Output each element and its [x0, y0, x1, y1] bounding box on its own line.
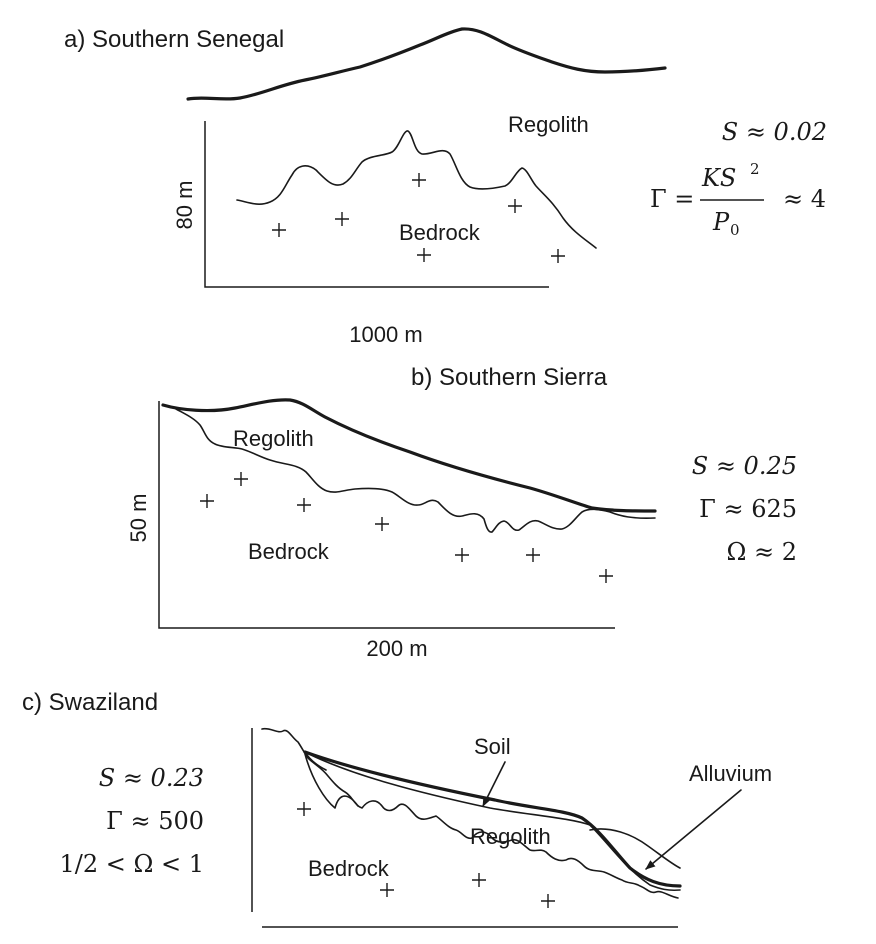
panel-a-bedrock-surface: [236, 130, 597, 249]
panel-a-gamma-denominator-subscript: 0: [730, 221, 740, 239]
panel-b-gamma: Γ ≈ 625: [699, 495, 797, 523]
panel-b-title: b) Southern Sierra: [411, 364, 608, 391]
panel-c-soil-label: Soil: [474, 734, 511, 759]
panel-c-alluvium-lens: [589, 828, 681, 869]
panel-b-bedrock-surface: [175, 408, 656, 533]
panel-a-horizontal-scale: 1000 m: [349, 322, 422, 347]
panel-b-slope: S ≈ 0.25: [692, 452, 797, 480]
panel-a-bedrock-crosses: [272, 173, 565, 263]
panel-c-slope: S ≈ 0.23: [99, 764, 204, 792]
panel-c-ground-surface: [303, 750, 682, 888]
panel-a-vertical-scale: 80 m: [172, 181, 197, 230]
panel-a-bedrock-label: Bedrock: [399, 220, 481, 245]
panel-b-ground-surface: [161, 398, 657, 513]
panel-a-gamma-numerator-exponent: 2: [750, 160, 760, 178]
panel-b-regolith-label: Regolith: [233, 426, 314, 451]
panel-c-soil-arrow: [482, 761, 506, 807]
panel-a: a) Southern Senegal Regolith Bedrock 80 …: [64, 26, 827, 347]
panel-a-gamma-lhs: Γ =: [650, 185, 694, 213]
panel-a-title: a) Southern Senegal: [64, 26, 284, 53]
panel-a-slope: S ≈ 0.02: [722, 118, 827, 146]
panel-a-gamma-equation: Γ = KS 2 P 0 ≈ 4: [650, 160, 826, 239]
panel-c-bedrock-surface: [261, 727, 679, 899]
panel-c-alluvium-label: Alluvium: [689, 761, 772, 786]
panel-c-omega: 1/2 < Ω < 1: [59, 850, 204, 878]
panel-c-soil-lower-boundary: [304, 751, 681, 892]
panel-c: c) Swaziland Soil Alluvium Regolith Bedr…: [22, 689, 772, 928]
panel-c-alluvium-arrow: [645, 789, 742, 870]
panel-a-gamma-numerator: KS: [701, 164, 736, 192]
panel-b-bedrock-crosses: [200, 472, 613, 583]
panel-b-horizontal-scale: 200 m: [366, 636, 427, 661]
panel-b: b) Southern Sierra Regolith Bedrock 50 m…: [126, 364, 797, 661]
panel-b-bedrock-label: Bedrock: [248, 539, 330, 564]
panel-a-gamma-rhs: ≈ 4: [783, 185, 826, 213]
panel-a-regolith-label: Regolith: [508, 112, 589, 137]
panel-c-gamma: Γ ≈ 500: [106, 807, 204, 835]
panel-c-bedrock-crosses: [297, 802, 555, 908]
panel-b-omega: Ω ≈ 2: [726, 538, 797, 566]
panel-b-vertical-scale: 50 m: [126, 494, 151, 543]
panel-c-title: c) Swaziland: [22, 689, 158, 716]
panel-a-ground-surface: [186, 27, 667, 101]
panel-c-bedrock-label: Bedrock: [308, 856, 390, 881]
panel-a-scale-bars: [204, 121, 549, 288]
panel-a-gamma-denominator: P: [712, 208, 730, 236]
panel-b-scale-bars: [158, 401, 615, 629]
panel-c-regolith-label: Regolith: [470, 824, 551, 849]
